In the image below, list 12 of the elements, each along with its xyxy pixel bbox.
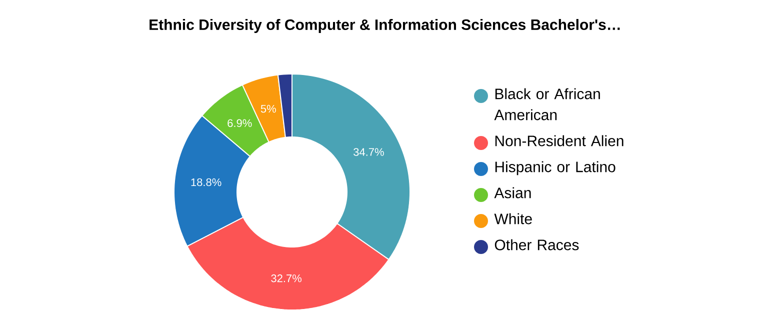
legend-label: Hispanic or Latino [495,161,616,176]
data-label: 5% [260,104,276,113]
data-label: 18.8% [191,178,222,186]
legend-label: Black or African American [494,88,600,120]
legend-label: Other Races [494,239,579,250]
legend-label: Non-Resident Alien [495,135,624,146]
data-label: 32.7% [271,274,302,282]
chart-title: Ethnic Diversity of Computer & Information Sciences Bachelor's… [150,19,620,33]
legend-label: Asian [494,187,531,198]
data-label: 34.7% [354,148,384,156]
legend-label: White [494,213,532,224]
data-label: 6.9% [228,119,252,128]
